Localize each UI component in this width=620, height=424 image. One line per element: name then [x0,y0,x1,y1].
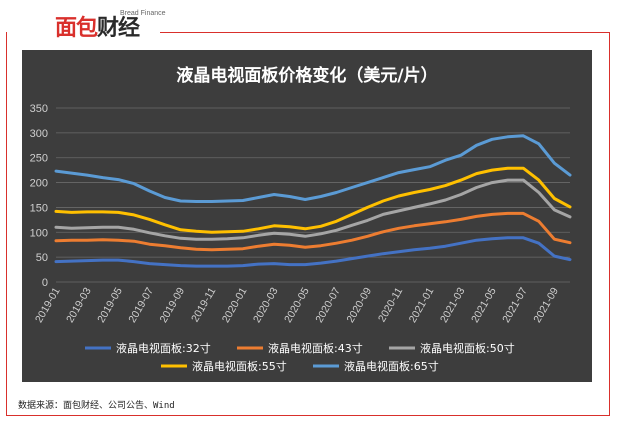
series-line-5 [54,134,572,203]
brand-logo-part-a: 面包 [55,16,98,41]
x-tick-label: 2020-09 [344,285,374,325]
source-note: 数据来源：面包财经、公司公告、Wind [18,401,175,411]
series-line-3 [54,178,572,241]
brand-logo: 面包财经 Bread Finance [55,10,166,44]
legend-label-2: 液晶电视面板:43寸 [268,341,363,355]
series-line-1 [54,236,572,268]
legend-label-3: 液晶电视面板:50寸 [420,341,515,355]
frame-top-border [160,32,610,33]
y-tick-label: 100 [30,227,48,239]
y-tick-label: 350 [30,103,48,115]
series-line-4 [54,166,572,234]
chart-panel: 液晶电视面板价格变化（美元/片） 0 50 100 150 200 250 300 350 201… [22,50,592,382]
x-tick-label: 2019-03 [64,285,94,325]
x-tick-label: 2019-09 [158,285,188,325]
price-line-chart: 液晶电视面板价格变化（美元/片） 0 50 100 150 200 250 300 350 201… [30,65,572,373]
x-tick-label: 2021-09 [531,285,561,325]
legend-label-4: 液晶电视面板:55寸 [192,359,287,373]
y-tick-label: 50 [36,252,48,264]
x-tick-label: 2020-05 [282,285,312,325]
x-tick-label: 2019-11 [189,285,218,324]
x-tick-label: 2019-05 [95,285,125,325]
brand-tagline: Bread Finance [120,10,166,17]
x-tick-label: 2021-01 [407,285,437,325]
x-tick-label: 2020-01 [220,285,250,325]
y-tick-label: 200 [30,178,48,190]
legend-label-5: 液晶电视面板:65寸 [344,359,439,373]
x-tick-label: 2020-11 [376,285,405,324]
y-tick-label: 0 [42,277,48,289]
y-tick-label: 250 [30,153,48,165]
brand-logo-part-b: 财经 [97,16,140,41]
x-tick-label: 2020-03 [251,285,281,325]
x-tick-label: 2021-03 [438,285,468,325]
y-tick-label: 150 [30,202,48,214]
x-tick-label: 2021-05 [469,285,499,325]
x-tick-label: 2019-01 [33,285,63,325]
chart-title: 液晶电视面板价格变化（美元/片） [176,65,437,86]
legend-label-1: 液晶电视面板:32寸 [116,341,211,355]
brand-logo-text: 面包财经 [55,16,140,42]
y-tick-label: 300 [30,128,48,140]
page-frame [6,32,610,416]
x-tick-label: 2021-07 [500,285,530,325]
x-tick-label: 2020-07 [313,285,343,325]
x-tick-label: 2019-07 [126,285,156,325]
series-line-2 [54,211,572,252]
